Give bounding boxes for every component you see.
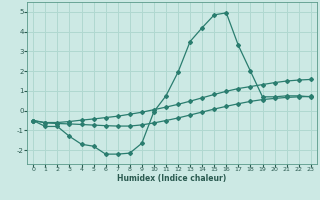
X-axis label: Humidex (Indice chaleur): Humidex (Indice chaleur) (117, 174, 227, 183)
